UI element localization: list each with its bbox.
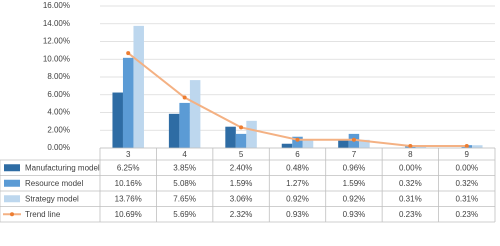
table-cell: 5.08% <box>173 179 196 188</box>
y-tick-label: 16.00% <box>43 1 70 10</box>
trend-marker <box>465 144 469 148</box>
bar <box>179 103 190 148</box>
y-tick-label: 2.00% <box>47 125 70 134</box>
table-cell: 0.23% <box>399 210 422 219</box>
bar <box>338 139 349 148</box>
table-cell: 2.40% <box>230 163 253 172</box>
table-cell: 0.93% <box>286 210 309 219</box>
table-cell: 0.92% <box>343 194 366 203</box>
trend-marker <box>296 138 300 142</box>
table-cell: 6.25% <box>117 163 140 172</box>
y-tick-label: 4.00% <box>47 108 70 117</box>
table-cell: 10.69% <box>115 210 142 219</box>
x-tick-label: 9 <box>465 150 470 159</box>
y-tick-label: 14.00% <box>43 19 70 28</box>
bar <box>112 93 123 148</box>
bar <box>246 121 256 148</box>
bar <box>282 144 293 148</box>
table-cell: 0.93% <box>343 210 366 219</box>
bar <box>133 26 144 148</box>
table-cell: 0.32% <box>455 179 478 188</box>
legend-swatch <box>4 195 20 202</box>
table-cell: 10.16% <box>115 179 142 188</box>
y-tick-label: 12.00% <box>43 37 70 46</box>
trend-marker <box>183 96 187 100</box>
table-cell: 0.48% <box>286 163 309 172</box>
table-cell: 1.59% <box>230 179 253 188</box>
trend-marker <box>352 138 356 142</box>
table-cell: 2.32% <box>230 210 253 219</box>
bar <box>236 134 247 148</box>
table-cell: 0.96% <box>343 163 366 172</box>
y-tick-label: 0.00% <box>47 143 70 152</box>
bar <box>472 145 483 148</box>
table-cell: 0.23% <box>455 210 478 219</box>
table-cell: 1.59% <box>343 179 366 188</box>
trend-marker <box>239 125 243 129</box>
bar <box>225 127 236 148</box>
legend-label: Trend line <box>25 210 61 219</box>
y-tick-label: 6.00% <box>47 90 70 99</box>
x-tick-label: 8 <box>408 150 413 159</box>
table-cell: 1.27% <box>286 179 309 188</box>
bar <box>190 80 201 148</box>
table-cell: 3.85% <box>173 163 196 172</box>
table-cell: 0.31% <box>399 194 422 203</box>
bar <box>123 58 134 148</box>
table-cell: 7.65% <box>173 194 196 203</box>
y-tick-label: 8.00% <box>47 72 70 81</box>
trend-marker <box>408 144 412 148</box>
chart: 0.00% 2.00% 4.00% 6.00% 8.00% 10.00% 12.00% 14.… <box>0 0 500 241</box>
table-cell: 0.31% <box>455 194 478 203</box>
legend-marker <box>10 212 14 216</box>
table-cell: 5.69% <box>173 210 196 219</box>
legend-label: Resource model <box>25 179 83 188</box>
x-tick-label: 7 <box>352 150 357 159</box>
table-cell: 0.32% <box>399 179 422 188</box>
table-cell: 3.06% <box>230 194 253 203</box>
table-cell: 0.00% <box>455 163 478 172</box>
trend-marker <box>126 51 130 55</box>
table-cell: 0.00% <box>399 163 422 172</box>
legend-label: Strategy model <box>25 194 79 203</box>
x-tick-label: 3 <box>126 150 131 159</box>
legend-label: Manufacturing model <box>25 163 100 172</box>
table-cell: 0.92% <box>286 194 309 203</box>
x-tick-label: 6 <box>295 150 300 159</box>
y-tick-label: 10.00% <box>43 54 70 63</box>
legend-swatch <box>4 180 20 187</box>
legend-swatch <box>4 164 20 171</box>
bar <box>169 114 180 148</box>
x-tick-label: 5 <box>239 150 244 159</box>
bar <box>303 140 314 148</box>
table-cell: 13.76% <box>115 194 142 203</box>
x-tick-label: 4 <box>182 150 187 159</box>
